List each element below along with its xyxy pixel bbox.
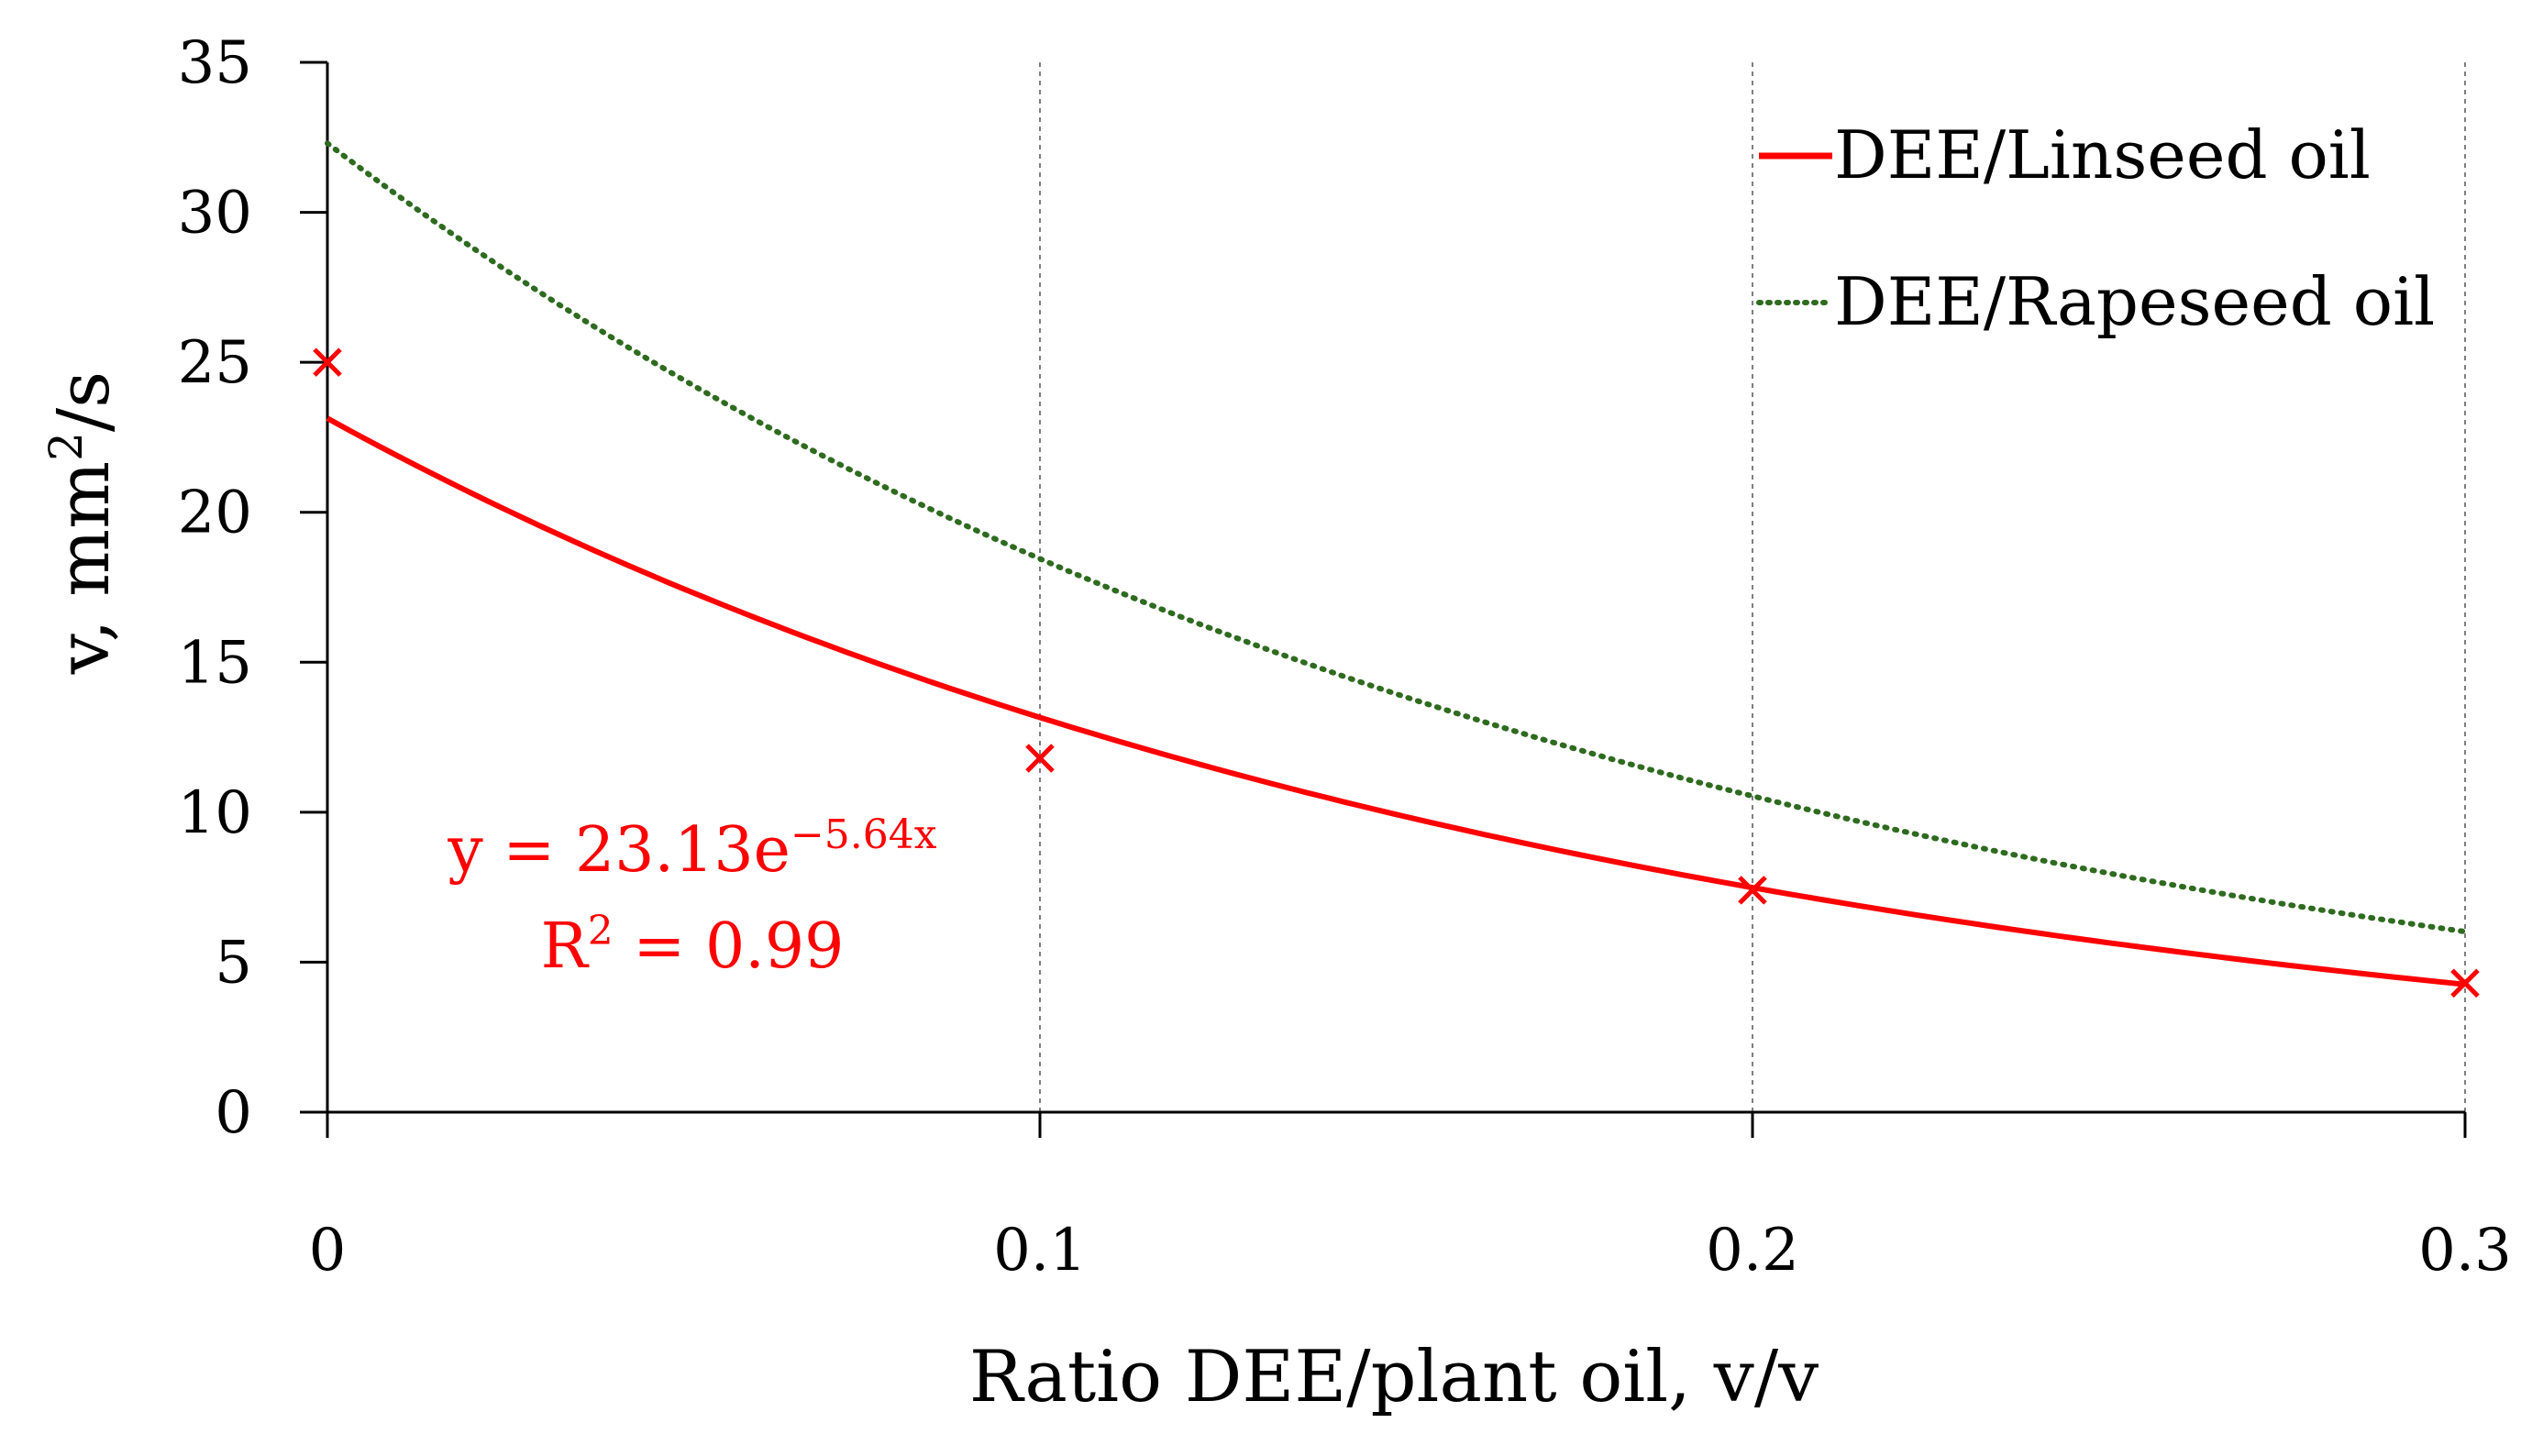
y-axis-title: v, mm2/s	[39, 371, 126, 675]
x-axis-title: Ratio DEE/plant oil, v/v	[969, 1336, 1819, 1418]
legend: DEE/Linseed oil DEE/Rapeseed oil	[1756, 116, 2435, 340]
data-point-marker-1	[1025, 744, 1055, 773]
y-tick-label-10: 10	[178, 779, 252, 847]
r2-suffix: = 0.99	[614, 910, 845, 983]
y-tick-label-5: 5	[215, 929, 252, 997]
x-tick-label-0.1: 0.1	[993, 1217, 1087, 1285]
series	[325, 140, 2468, 987]
y-tick-label-25: 25	[178, 329, 252, 397]
data-point-stroke-b	[1738, 876, 1767, 905]
data-point-stroke-b	[2450, 968, 2480, 998]
series-line-rapeseed	[325, 140, 2468, 935]
data-point-marker-2	[1738, 876, 1767, 905]
axes: 0 5 10 15 20 25 30 35 0 0.1 0.2 0.3	[178, 29, 2512, 1285]
legend-label-linseed: DEE/Linseed oil	[1834, 116, 2371, 193]
y-tick-label-30: 30	[178, 180, 252, 248]
equation-prefix: y = 23.13e	[447, 814, 791, 887]
y-tick-label-15: 15	[178, 629, 252, 697]
x-tick-label-0.3: 0.3	[2418, 1217, 2512, 1285]
equation-exponent: −5.64x	[791, 811, 937, 858]
gridlines	[1039, 62, 2466, 1112]
series-line-linseed	[326, 415, 2466, 987]
legend-label-rapeseed: DEE/Rapeseed oil	[1834, 263, 2435, 340]
y-tick-label-20: 20	[178, 480, 252, 547]
x-tick-label-0: 0	[309, 1217, 347, 1285]
y-axis-title-prefix: v, mm	[43, 461, 126, 675]
y-tick-label-35: 35	[178, 29, 252, 97]
r2-prefix: R	[541, 910, 590, 983]
y-axis-title-sup: 2	[39, 432, 93, 461]
x-tick-label-0.2: 0.2	[1706, 1217, 1799, 1285]
data-point-stroke-b	[1025, 744, 1055, 773]
data-point-stroke-b	[313, 347, 342, 377]
r2-sup: 2	[588, 908, 614, 954]
y-tick-label-0: 0	[215, 1079, 252, 1147]
r-squared-label: R2 = 0.99	[541, 908, 845, 984]
data-point-marker-3	[2450, 968, 2480, 998]
equation-label: y = 23.13e−5.64x	[447, 811, 936, 888]
markers	[313, 347, 2480, 998]
y-axis-title-suffix: /s	[43, 371, 126, 432]
data-point-marker-0	[313, 347, 342, 377]
